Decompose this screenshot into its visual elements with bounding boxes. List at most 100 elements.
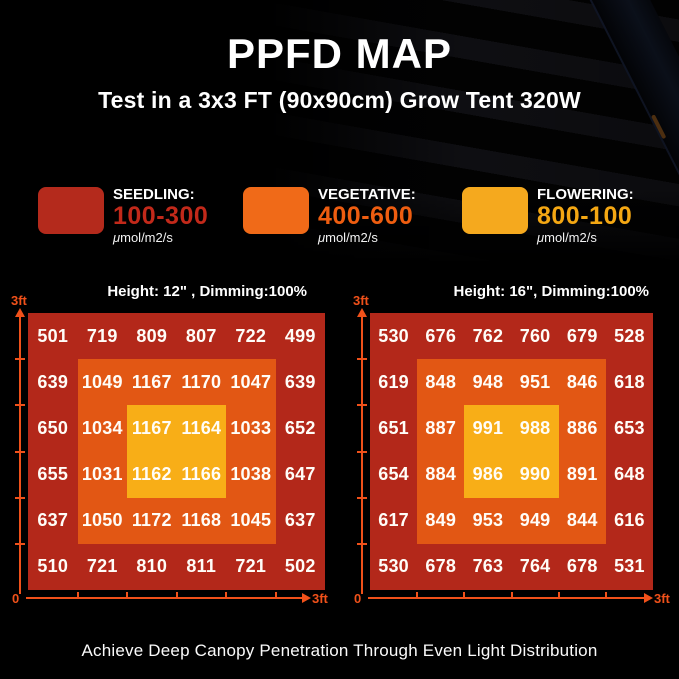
ppfd-value-cell: 1167 — [127, 405, 177, 452]
legend-text: VEGETATIVE: 400-600 μmol/m2/s — [318, 187, 416, 244]
ppfd-value-cell: 501 — [28, 313, 78, 360]
map-title: Height: 16", Dimming:100% — [453, 283, 649, 300]
ppfd-value-cell: 655 — [28, 451, 78, 498]
x-axis-max-label: 3ft — [312, 591, 328, 606]
ppfd-value-cell: 991 — [464, 405, 512, 452]
ppfd-value-cell: 1170 — [176, 359, 226, 406]
axis-tick — [15, 404, 25, 407]
axis-tick — [357, 496, 367, 499]
legend-stage-label: SEEDLING: — [113, 186, 195, 203]
ppfd-value-cell: 948 — [464, 359, 512, 406]
vegetative-color-swatch — [243, 187, 309, 234]
ppfd-value-cell: 764 — [511, 543, 559, 590]
legend-stage-label: VEGETATIVE: — [318, 186, 416, 203]
ppfd-value-cell: 849 — [417, 497, 465, 544]
ppfd-value-cell: 531 — [605, 543, 653, 590]
ppfd-value-cell: 846 — [558, 359, 606, 406]
axis-tick — [175, 592, 178, 599]
y-axis-line — [19, 315, 21, 594]
flowering-color-swatch — [462, 187, 528, 234]
ppfd-value-cell: 651 — [370, 405, 418, 452]
ppfd-heatmap-grid: 530 676 762 760 679 528 619 848 948 951 846 618 651 8… — [370, 313, 653, 590]
ppfd-value-cell: 1033 — [226, 405, 276, 452]
ppfd-value-cell: 807 — [176, 313, 226, 360]
ppfd-value-cell: 953 — [464, 497, 512, 544]
legend-stage-label: FLOWERING: — [537, 186, 634, 203]
ppfd-value-cell: 891 — [558, 451, 606, 498]
axis-tick — [604, 592, 607, 599]
map-title: Height: 12" , Dimming:100% — [107, 283, 307, 300]
ppfd-value-cell: 499 — [275, 313, 325, 360]
ppfd-value-cell: 1038 — [226, 451, 276, 498]
x-axis-origin-label: 0 — [12, 591, 20, 606]
axis-tick — [15, 450, 25, 453]
ppfd-value-cell: 721 — [77, 543, 127, 590]
legend-unit-label: μmol/m2/s — [318, 230, 378, 245]
y-axis-arrow-icon — [15, 308, 25, 317]
ppfd-value-cell: 653 — [605, 405, 653, 452]
ppfd-value-cell: 639 — [275, 359, 325, 406]
ppfd-map-height-12: Height: 12" , Dimming:100% 3ft 501 719 809… — [6, 281, 340, 621]
axis-tick — [15, 358, 25, 361]
ppfd-value-cell: 650 — [28, 405, 78, 452]
axis-tick — [225, 592, 227, 599]
x-axis-origin-label: 0 — [354, 591, 362, 606]
axis-tick — [357, 450, 367, 453]
x-axis-arrow-icon — [302, 593, 311, 603]
seedling-color-swatch — [38, 187, 104, 234]
ppfd-map-height-16: Height: 16", Dimming:100% 3ft 530 676 762 7… — [348, 281, 679, 621]
axis-tick — [357, 358, 367, 361]
ppfd-value-cell: 1168 — [176, 497, 226, 544]
legend-range-value: 800-100 — [537, 202, 633, 230]
ppfd-value-cell: 654 — [370, 451, 418, 498]
ppfd-value-cell: 1031 — [77, 451, 127, 498]
ppfd-value-cell: 510 — [28, 543, 78, 590]
ppfd-value-cell: 530 — [370, 313, 418, 360]
axis-tick — [416, 592, 419, 599]
ppfd-value-cell: 676 — [417, 313, 465, 360]
ppfd-heatmap-grid: 501 719 809 807 722 499 639 1049 1167 1170 1047 639… — [28, 313, 325, 590]
ppfd-value-cell: 1047 — [226, 359, 276, 406]
ppfd-value-cell: 647 — [275, 451, 325, 498]
ppfd-value-cell: 848 — [417, 359, 465, 406]
ppfd-value-cell: 988 — [511, 405, 559, 452]
axis-tick — [126, 592, 128, 599]
ppfd-value-cell: 1034 — [77, 405, 127, 452]
ppfd-value-cell: 844 — [558, 497, 606, 544]
ppfd-value-cell: 887 — [417, 405, 465, 452]
ppfd-value-cell: 637 — [28, 497, 78, 544]
ppfd-value-cell: 990 — [511, 451, 559, 498]
ppfd-value-cell: 648 — [605, 451, 653, 498]
ppfd-value-cell: 986 — [464, 451, 512, 498]
y-axis-max-label: 3ft — [11, 293, 27, 308]
y-axis-ticks — [357, 313, 367, 590]
page-subtitle: Test in a 3x3 FT (90x90cm) Grow Tent 320… — [98, 87, 581, 113]
ppfd-value-cell: 1166 — [176, 451, 226, 498]
x-axis-ticks — [370, 592, 653, 599]
x-axis-ticks — [28, 592, 325, 599]
legend-text: FLOWERING: 800-100 μmol/m2/s — [537, 187, 634, 244]
ppfd-value-cell: 721 — [226, 543, 276, 590]
y-axis-ticks — [15, 313, 25, 590]
ppfd-value-cell: 652 — [275, 405, 325, 452]
ppfd-value-cell: 811 — [176, 543, 226, 590]
footer-caption: Achieve Deep Canopy Penetration Through … — [81, 641, 598, 660]
legend-text: SEEDLING: 100-300 μmol/m2/s — [113, 187, 208, 244]
axis-tick — [274, 592, 277, 599]
ppfd-value-cell: 1050 — [77, 497, 127, 544]
x-axis-line — [368, 597, 645, 599]
legend-unit-label: μmol/m2/s — [113, 230, 173, 245]
ppfd-value-cell: 763 — [464, 543, 512, 590]
axis-tick — [357, 542, 367, 545]
axis-tick — [463, 592, 466, 599]
ppfd-value-cell: 1162 — [127, 451, 177, 498]
axis-tick — [76, 592, 79, 599]
ppfd-value-cell: 719 — [77, 313, 127, 360]
axis-tick — [510, 592, 513, 599]
axis-tick — [15, 496, 25, 499]
axis-tick — [357, 404, 367, 407]
ppfd-value-cell: 639 — [28, 359, 78, 406]
axis-tick — [15, 542, 25, 545]
ppfd-value-cell: 679 — [558, 313, 606, 360]
